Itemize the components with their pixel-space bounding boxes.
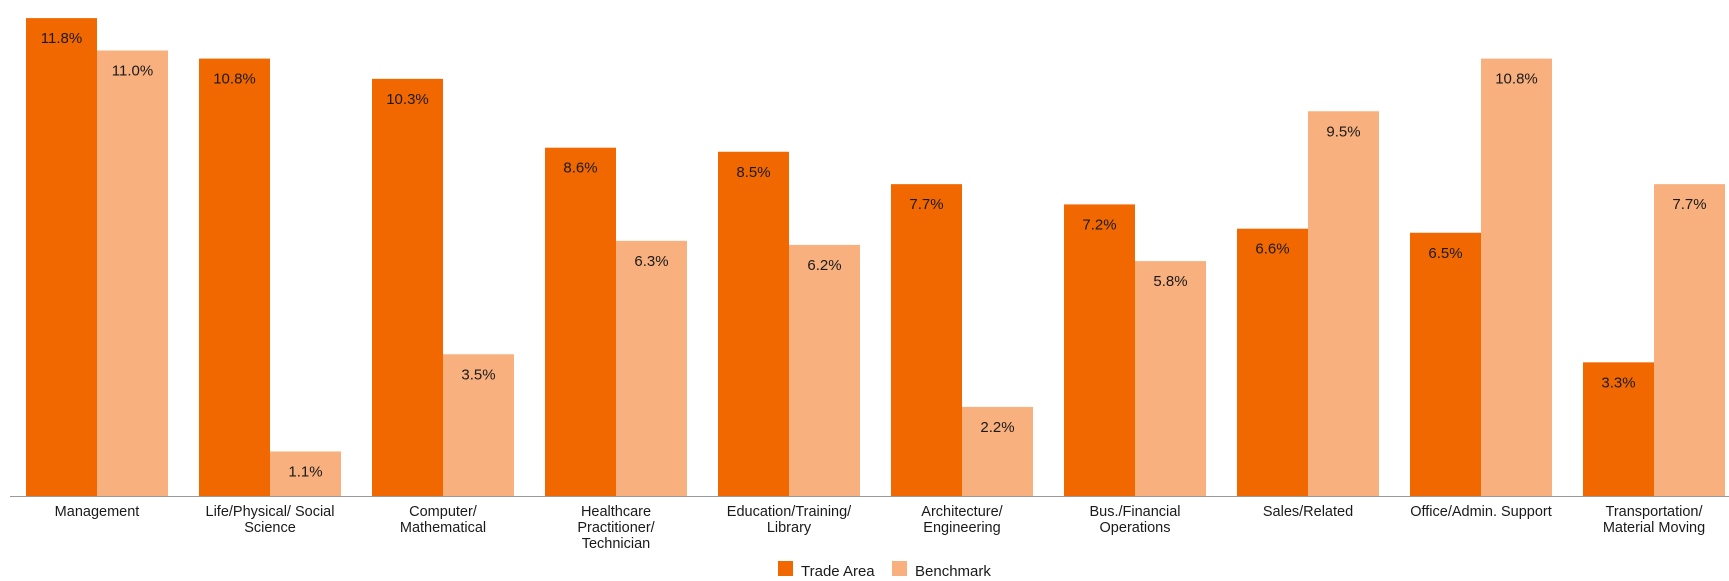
category-label-line: Sales/Related [1263,504,1353,520]
bar-trade-area-6 [1064,204,1135,496]
value-label-trade-area-9: 3.3% [1601,374,1635,391]
category-label-line: Practitioner/ [577,520,655,536]
value-label-benchmark-6: 5.8% [1153,273,1187,290]
value-label-benchmark-3: 6.3% [634,253,668,270]
category-label-line: Computer/ [409,504,478,520]
bar-benchmark-9 [1654,184,1725,496]
bar-trade-area-2 [372,78,443,496]
category-label-line: Architecture/ [921,504,1003,520]
category-label-line: Library [767,520,812,536]
category-label-8: Office/Admin. Support [1410,504,1552,520]
category-label-line: Bus./Financial [1089,504,1180,520]
category-label-line: Operations [1100,520,1171,536]
bar-trade-area-0 [26,18,97,496]
category-label-line: Healthcare [581,504,651,520]
value-label-benchmark-2: 3.5% [461,366,495,383]
legend-label-benchmark: Benchmark [915,563,991,580]
legend: Trade Area Benchmark [778,561,991,580]
bar-trade-area-4 [718,151,789,496]
value-label-trade-area-3: 8.6% [563,160,597,177]
bar-trade-area-1 [199,58,270,496]
value-label-trade-area-4: 8.5% [736,164,770,181]
category-label-line: Engineering [923,520,1000,536]
category-labels-group: Management Life/Physical/ Social Science Co… [55,504,1705,552]
bar-trade-area-7 [1237,228,1308,496]
value-label-trade-area-5: 7.7% [909,196,943,213]
value-label-benchmark-0: 11.0% [112,63,153,80]
bar-benchmark-3 [616,240,687,496]
category-label-4: Education/Training/Library [727,504,852,536]
category-label-line: Material Moving [1603,520,1705,536]
bar-benchmark-1 [270,451,341,496]
value-label-trade-area-6: 7.2% [1082,216,1116,233]
bar-trade-area-8 [1410,232,1481,496]
value-label-trade-area-2: 10.3% [386,91,429,108]
bar-benchmark-4 [789,244,860,496]
legend-label-trade-area: Trade Area [801,563,875,580]
category-label-7: Sales/Related [1263,504,1353,520]
category-label-9: Transportation/Material Moving [1603,504,1705,536]
category-label-3: Healthcare Practitioner/Technician [577,504,655,552]
value-label-trade-area-7: 6.6% [1255,241,1289,258]
bar-benchmark-8 [1481,58,1552,496]
legend-swatch-benchmark [892,561,907,576]
bars-group [26,18,1725,496]
category-label-line: Management [55,504,140,520]
value-labels-group: 11.8% 11.0% 10.8% 1.1% 10.3% 3.5% 8.6% 6.3% 8.5%… [41,30,1707,480]
bar-benchmark-6 [1135,261,1206,496]
bar-trade-area-5 [891,184,962,496]
value-label-benchmark-8: 10.8% [1495,71,1538,88]
category-label-0: Management [55,504,140,520]
category-label-line: Office/Admin. Support [1410,504,1552,520]
category-label-line: Life/Physical/ Social [206,504,335,520]
value-label-benchmark-1: 1.1% [288,463,322,480]
value-label-benchmark-5: 2.2% [980,419,1014,436]
bar-trade-area-9 [1583,362,1654,496]
category-label-line: Technician [582,536,651,552]
category-label-1: Life/Physical/ Social Science [206,504,335,536]
value-label-trade-area-0: 11.8% [41,30,82,47]
bar-benchmark-0 [97,50,168,496]
category-label-line: Mathematical [400,520,486,536]
value-label-trade-area-1: 10.8% [213,71,256,88]
bar-benchmark-5 [962,406,1033,496]
value-label-benchmark-9: 7.7% [1672,196,1706,213]
category-label-line: Education/Training/ [727,504,852,520]
category-label-5: Architecture/Engineering [921,504,1003,536]
legend-swatch-trade-area [778,561,793,576]
bar-benchmark-7 [1308,111,1379,496]
category-label-line: Science [244,520,296,536]
value-label-benchmark-7: 9.5% [1326,123,1360,140]
bar-benchmark-2 [443,354,514,496]
category-label-2: Computer/Mathematical [400,504,486,536]
bar-trade-area-3 [545,147,616,496]
value-label-trade-area-8: 6.5% [1428,245,1462,262]
category-label-6: Bus./Financial Operations [1089,504,1180,536]
category-label-line: Transportation/ [1606,504,1704,520]
value-label-benchmark-4: 6.2% [807,257,841,274]
